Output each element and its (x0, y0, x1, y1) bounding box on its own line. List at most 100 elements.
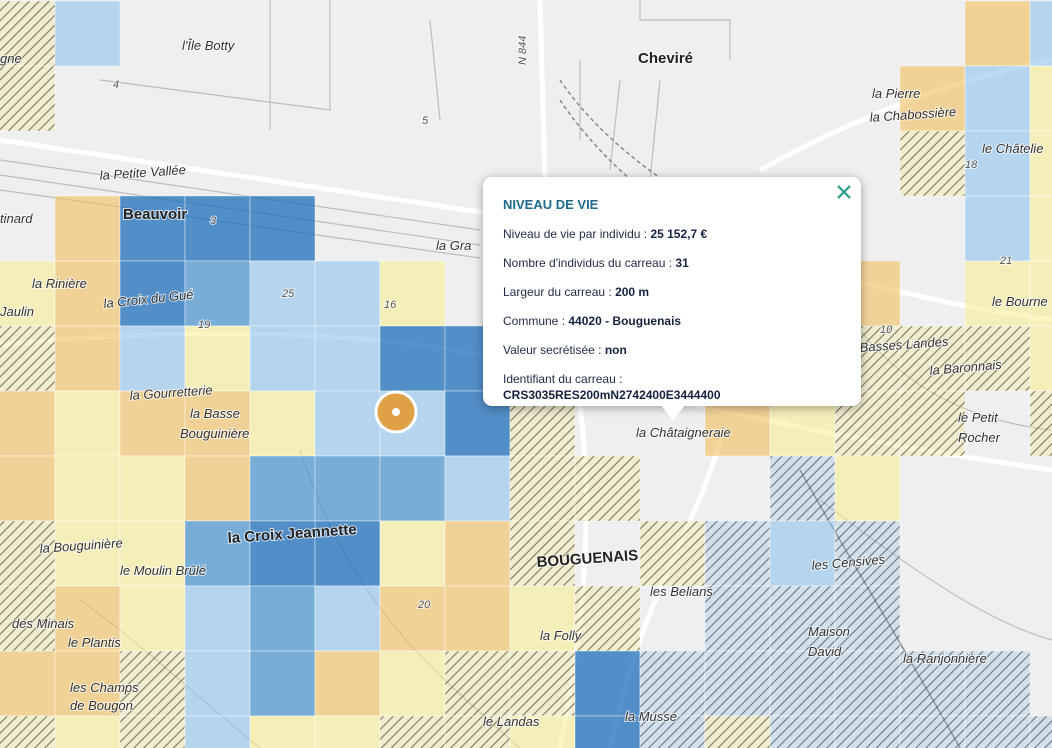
grid-tile[interactable] (119, 650, 186, 717)
grid-tile[interactable] (1029, 325, 1052, 392)
grid-tile[interactable] (899, 65, 966, 132)
close-button[interactable] (835, 183, 853, 201)
grid-tile[interactable] (249, 195, 316, 262)
grid-tile[interactable] (899, 130, 966, 197)
grid-tile[interactable] (184, 195, 251, 262)
grid-tile[interactable] (184, 520, 251, 587)
grid-tile[interactable] (379, 325, 446, 392)
grid-tile[interactable] (379, 650, 446, 717)
grid-tile[interactable] (1029, 65, 1052, 132)
grid-tile[interactable] (184, 715, 251, 748)
grid-tile[interactable] (119, 520, 186, 587)
grid-tile[interactable] (379, 260, 446, 327)
grid-tile[interactable] (639, 650, 706, 717)
grid-tile[interactable] (0, 650, 56, 717)
grid-tile[interactable] (54, 325, 121, 392)
grid-tile[interactable] (0, 65, 56, 132)
grid-tile[interactable] (379, 715, 446, 748)
grid-tile[interactable] (184, 390, 251, 457)
grid-tile[interactable] (119, 455, 186, 522)
grid-tile[interactable] (444, 585, 511, 652)
grid-tile[interactable] (639, 520, 706, 587)
grid-tile[interactable] (704, 650, 771, 717)
grid-tile[interactable] (119, 585, 186, 652)
grid-tile[interactable] (964, 715, 1031, 748)
grid-tile[interactable] (769, 715, 836, 748)
grid-tile[interactable] (54, 0, 121, 67)
grid-tile[interactable] (379, 585, 446, 652)
grid-tile[interactable] (184, 325, 251, 392)
grid-tile[interactable] (0, 520, 56, 587)
grid-tile[interactable] (0, 390, 56, 457)
grid-tile[interactable] (184, 650, 251, 717)
grid-tile[interactable] (964, 650, 1031, 717)
grid-tile[interactable] (314, 585, 381, 652)
grid-tile[interactable] (54, 585, 121, 652)
grid-tile[interactable] (704, 520, 771, 587)
grid-tile[interactable] (899, 650, 966, 717)
grid-tile[interactable] (444, 520, 511, 587)
grid-tile[interactable] (834, 520, 901, 587)
grid-tile[interactable] (899, 715, 966, 748)
grid-tile[interactable] (834, 650, 901, 717)
grid-tile[interactable] (314, 260, 381, 327)
grid-tile[interactable] (1029, 0, 1052, 67)
grid-tile[interactable] (119, 390, 186, 457)
grid-tile[interactable] (249, 325, 316, 392)
grid-tile[interactable] (704, 715, 771, 748)
grid-tile[interactable] (0, 325, 56, 392)
grid-tile[interactable] (249, 585, 316, 652)
grid-tile[interactable] (899, 390, 966, 457)
grid-tile[interactable] (314, 650, 381, 717)
grid-tile[interactable] (314, 390, 381, 457)
grid-tile[interactable] (54, 390, 121, 457)
grid-tile[interactable] (54, 520, 121, 587)
grid-tile[interactable] (704, 585, 771, 652)
grid-tile[interactable] (834, 715, 901, 748)
grid-tile[interactable] (509, 715, 576, 748)
grid-tile[interactable] (314, 520, 381, 587)
grid-tile[interactable] (574, 585, 641, 652)
grid-tile[interactable] (509, 520, 576, 587)
grid-tile[interactable] (54, 195, 121, 262)
grid-tile[interactable] (54, 455, 121, 522)
grid-tile[interactable] (1029, 715, 1052, 748)
grid-tile[interactable] (444, 455, 511, 522)
grid-tile[interactable] (0, 715, 56, 748)
grid-tile[interactable] (1029, 130, 1052, 197)
grid-tile[interactable] (769, 455, 836, 522)
grid-tile[interactable] (184, 260, 251, 327)
grid-tile[interactable] (379, 520, 446, 587)
grid-tile[interactable] (119, 195, 186, 262)
grid-tile[interactable] (964, 0, 1031, 67)
grid-tile[interactable] (964, 130, 1031, 197)
grid-tile[interactable] (249, 715, 316, 748)
grid-tile[interactable] (249, 455, 316, 522)
grid-tile[interactable] (54, 715, 121, 748)
grid-tile[interactable] (1029, 195, 1052, 262)
grid-tile[interactable] (509, 455, 576, 522)
location-marker[interactable] (374, 390, 418, 434)
grid-tile[interactable] (54, 650, 121, 717)
grid-tile[interactable] (119, 715, 186, 748)
grid-tile[interactable] (314, 715, 381, 748)
grid-tile[interactable] (444, 650, 511, 717)
grid-tile[interactable] (509, 585, 576, 652)
grid-tile[interactable] (964, 195, 1031, 262)
grid-tile[interactable] (964, 260, 1031, 327)
grid-tile[interactable] (574, 715, 641, 748)
grid-tile[interactable] (249, 520, 316, 587)
grid-tile[interactable] (184, 455, 251, 522)
grid-tile[interactable] (119, 260, 186, 327)
grid-tile[interactable] (184, 585, 251, 652)
grid-tile[interactable] (639, 715, 706, 748)
grid-tile[interactable] (249, 650, 316, 717)
grid-tile[interactable] (0, 455, 56, 522)
grid-tile[interactable] (769, 585, 836, 652)
grid-tile[interactable] (574, 455, 641, 522)
grid-tile[interactable] (444, 715, 511, 748)
grid-tile[interactable] (379, 455, 446, 522)
grid-tile[interactable] (314, 455, 381, 522)
grid-tile[interactable] (834, 585, 901, 652)
grid-tile[interactable] (509, 650, 576, 717)
